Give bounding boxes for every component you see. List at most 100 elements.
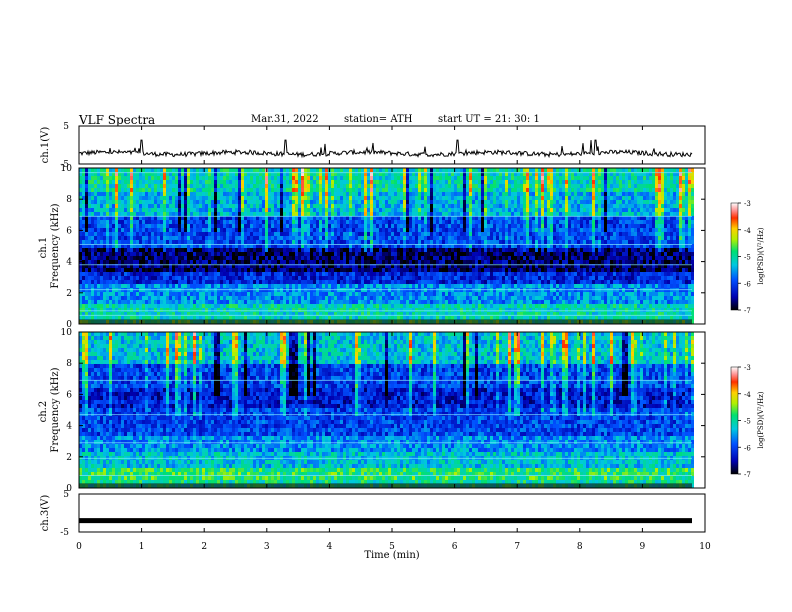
ch1-spectrogram-cell xyxy=(319,208,322,212)
ch1-spectrogram-cell xyxy=(277,268,280,272)
ch1-spectrogram-cell xyxy=(400,224,403,228)
ch1-spectrogram-cell xyxy=(397,260,400,264)
ch1-spectrogram-cell xyxy=(235,216,238,220)
ch1-spectrogram-cell xyxy=(274,240,277,244)
ch1-spectrogram-cell xyxy=(238,260,241,264)
ch1-spectrogram-cell xyxy=(97,232,100,236)
ch1-spectrogram-cell xyxy=(418,256,421,260)
ch1-spectrogram-cell xyxy=(172,272,175,276)
ch1-spectrogram-cell xyxy=(355,304,358,308)
ch1-spectrogram-cell xyxy=(145,208,148,212)
ch1-spectrogram-cell xyxy=(214,228,217,232)
ch1-spectrogram-cell xyxy=(451,316,454,320)
ch1-spectrogram-cell xyxy=(100,256,103,260)
ch1-spectrogram-cell xyxy=(139,296,142,300)
ch1-spectrogram-cell xyxy=(271,228,274,232)
ch1-spectrogram-cell xyxy=(325,260,328,264)
ch1-spectrogram-cell xyxy=(340,232,343,236)
ch1-spectrogram-cell xyxy=(445,308,448,312)
ch1-spectrogram-cell xyxy=(94,196,97,200)
ch1-spectrogram-cell xyxy=(235,280,238,284)
ch1-spectrogram-cell xyxy=(121,260,124,264)
ch1-spectrogram-cell xyxy=(139,268,142,272)
ch1-spectrogram-cell xyxy=(391,252,394,256)
ch1-spectrogram-cell xyxy=(460,216,463,220)
ch1-spectrogram-cell xyxy=(301,168,304,172)
ch1-spectrogram-cell xyxy=(172,292,175,296)
ch1-spectrogram-cell xyxy=(373,168,376,172)
ch1-spectrogram-cell xyxy=(361,268,364,272)
ch1-spectrogram-cell xyxy=(187,248,190,252)
ch1-spectrogram-cell xyxy=(118,172,121,176)
ch1-spectrogram-cell xyxy=(283,264,286,268)
ch1-spectrogram-cell xyxy=(142,244,145,248)
ch1-spectrogram-cell xyxy=(211,276,214,280)
ch1-spectrogram-cell xyxy=(202,244,205,248)
ch1-spectrogram-cell xyxy=(217,196,220,200)
ch1-spectrogram-cell xyxy=(292,304,295,308)
ch1-spectrogram-cell xyxy=(316,172,319,176)
ch1-spectrogram-cell xyxy=(115,276,118,280)
ch1-spectrogram-cell xyxy=(352,276,355,280)
ch1-spectrogram-cell xyxy=(256,268,259,272)
ch1-spectrogram-cell xyxy=(178,244,181,248)
ch1-spectrogram-cell xyxy=(376,216,379,220)
ch1-spectrogram-cell xyxy=(172,224,175,228)
ch1-spectrogram-cell xyxy=(385,268,388,272)
ch1-spectrogram-cell xyxy=(373,228,376,232)
ch1-spectrogram-cell xyxy=(187,180,190,184)
ch1-spectrogram-cell xyxy=(256,264,259,268)
ch1-spectrogram-cell xyxy=(262,236,265,240)
ch1-spectrogram-cell xyxy=(325,220,328,224)
ch1-spectrogram-cell xyxy=(289,176,292,180)
ch1-spectrogram-cell xyxy=(433,168,436,172)
ch1-spectrogram-cell xyxy=(205,196,208,200)
ch1-spectrogram-cell xyxy=(379,208,382,212)
ch1-spectrogram-cell xyxy=(223,224,226,228)
ch1-spectrogram-cell xyxy=(298,280,301,284)
ch1-spectrogram-cell xyxy=(193,264,196,268)
ch1-spectrogram-cell xyxy=(424,296,427,300)
ch1-spectrogram-cell xyxy=(301,312,304,316)
ch1-spectrogram-cell xyxy=(376,192,379,196)
ch1-spectrogram-cell xyxy=(277,240,280,244)
ch1-spectrogram-cell xyxy=(382,248,385,252)
ch1-spectrogram-cell xyxy=(85,184,88,188)
ch1-spectrogram-cell xyxy=(457,244,460,248)
ch1-spectrogram-cell xyxy=(376,228,379,232)
ch1-spectrogram-cell xyxy=(349,304,352,308)
ch1-spectrogram-cell xyxy=(241,244,244,248)
ch1-spectrogram-cell xyxy=(244,268,247,272)
ch1-spectrogram-cell xyxy=(361,304,364,308)
ch1-spectrogram-cell xyxy=(265,256,268,260)
ch1-spectrogram-cell xyxy=(328,300,331,304)
ch1-spectrogram-cell xyxy=(406,184,409,188)
ch1-spectrogram-cell xyxy=(436,224,439,228)
ch1-spectrogram-cell xyxy=(88,296,91,300)
ch1-spectrogram-cell xyxy=(229,216,232,220)
ch1-spectrogram-cell xyxy=(145,296,148,300)
ch1-spectrogram-cell xyxy=(103,232,106,236)
ch1-spectrogram-cell xyxy=(457,180,460,184)
ch1-spectrogram-cell xyxy=(358,268,361,272)
ch1-spectrogram-cell xyxy=(412,188,415,192)
ch1-spectrogram-cell xyxy=(310,296,313,300)
ch1-spectrogram-cell xyxy=(118,196,121,200)
ch1-spectrogram-cell xyxy=(136,176,139,180)
ch1-spectrogram-cell xyxy=(331,192,334,196)
ch1-spectrogram-cell xyxy=(265,200,268,204)
ch1-spectrogram-cell xyxy=(145,252,148,256)
ch1-spectrogram-cell xyxy=(415,312,418,316)
ch1-spectrogram-cell xyxy=(160,240,163,244)
ch1-spectrogram-cell xyxy=(328,200,331,204)
ch1-spectrogram-cell xyxy=(175,248,178,252)
ch1-spectrogram-cell xyxy=(286,228,289,232)
ch1-spectrogram-cell xyxy=(247,204,250,208)
ch1-spectrogram-cell xyxy=(271,184,274,188)
ch1-spectrogram-cell xyxy=(310,168,313,172)
ch1-spectrogram-cell xyxy=(223,248,226,252)
ch1-spectrogram-cell xyxy=(151,176,154,180)
ch1-spectrogram-cell xyxy=(382,272,385,276)
ch1-spectrogram-cell xyxy=(172,180,175,184)
ch1-spectrogram-cell xyxy=(382,228,385,232)
